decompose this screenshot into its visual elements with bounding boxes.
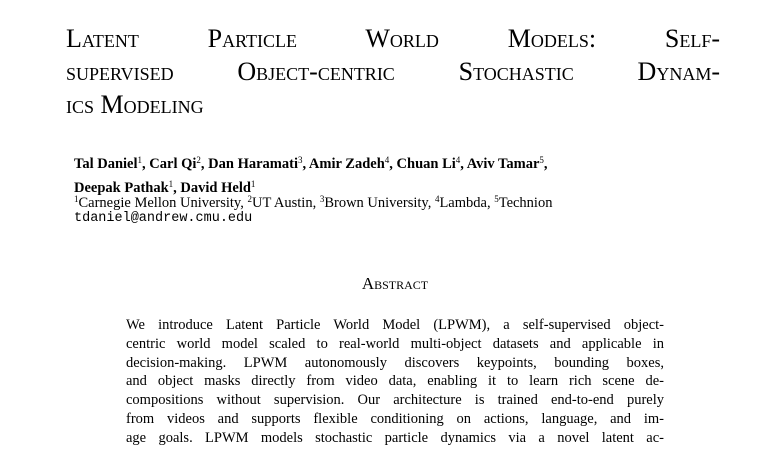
affiliations: 1Carnegie Mellon University, 2UT Austin,… bbox=[74, 189, 552, 213]
affil-number: 3 bbox=[319, 194, 325, 204]
abstract: We introduce Latent Particle World Model… bbox=[126, 316, 664, 448]
affil-name: Brown University, bbox=[324, 195, 432, 211]
author-line: Tal Daniel1, Carl Qi2, Dan Haramati3, Am… bbox=[74, 150, 548, 174]
author-affil: 4 bbox=[384, 155, 390, 165]
separator: , bbox=[460, 156, 464, 172]
affil-name: Lambda, bbox=[439, 195, 491, 211]
author-name: Deepak Pathak bbox=[74, 180, 169, 196]
title-line: supervised Object-centric Stochastic Dyn… bbox=[66, 57, 720, 86]
author-affil: 1 bbox=[168, 179, 174, 189]
abstract-heading: Abstract bbox=[361, 274, 429, 293]
title-line: ics Modeling bbox=[66, 90, 204, 119]
author-affil: 4 bbox=[455, 155, 461, 165]
separator: , bbox=[389, 156, 393, 172]
author-affil: 1 bbox=[137, 155, 143, 165]
separator: , bbox=[302, 156, 307, 172]
author-name: Chuan Li bbox=[396, 156, 456, 172]
abstract-line: We introduce Latent Particle World Model… bbox=[126, 317, 664, 333]
affil-number: 5 bbox=[494, 194, 499, 204]
abstract-line: centric world model scaled to real-world… bbox=[126, 335, 664, 352]
affil-name: Technion bbox=[498, 195, 553, 211]
title-line: Latent Particle World Models: Self- bbox=[66, 24, 720, 53]
affil-number: 1 bbox=[74, 194, 79, 204]
abstract-line: age goals. LPWM models stochastic partic… bbox=[126, 429, 664, 446]
author-name: Aviv Tamar bbox=[466, 156, 540, 172]
affil-number: 4 bbox=[434, 194, 440, 204]
author-affil: 1 bbox=[250, 179, 256, 189]
separator: , bbox=[142, 156, 146, 172]
abstract-line: and object masks directly from video dat… bbox=[126, 373, 664, 390]
author-name: Dan Haramati bbox=[208, 156, 298, 172]
title: Latent Particle World Models: Self-super… bbox=[66, 22, 720, 121]
affil-name: UT Austin, bbox=[252, 195, 317, 211]
separator: , bbox=[543, 156, 548, 172]
abstract-line: from videos and supports flexible condit… bbox=[126, 410, 664, 427]
separator: , bbox=[200, 156, 205, 172]
author-affil: 5 bbox=[539, 155, 544, 165]
authors: Tal Daniel1, Carl Qi2, Dan Haramati3, Am… bbox=[74, 150, 548, 198]
author-name: Carl Qi bbox=[149, 156, 197, 172]
separator: , bbox=[173, 180, 177, 196]
author-name: Tal Daniel bbox=[74, 156, 138, 172]
author-affil: 3 bbox=[297, 155, 303, 165]
author-name: David Held bbox=[180, 180, 251, 196]
affil-name: Carnegie Mellon University, bbox=[78, 195, 244, 211]
abstract-line: compositions without supervision. Our ar… bbox=[126, 392, 664, 409]
author-line: Deepak Pathak1, David Held1 bbox=[74, 174, 548, 198]
abstract-line: decision-making. LPWM autonomously disco… bbox=[126, 354, 664, 371]
author-affil: 2 bbox=[196, 155, 201, 165]
affil-number: 2 bbox=[247, 194, 253, 204]
author-name: Amir Zadeh bbox=[308, 156, 385, 172]
email: tdaniel@andrew.cmu.edu bbox=[74, 211, 253, 226]
